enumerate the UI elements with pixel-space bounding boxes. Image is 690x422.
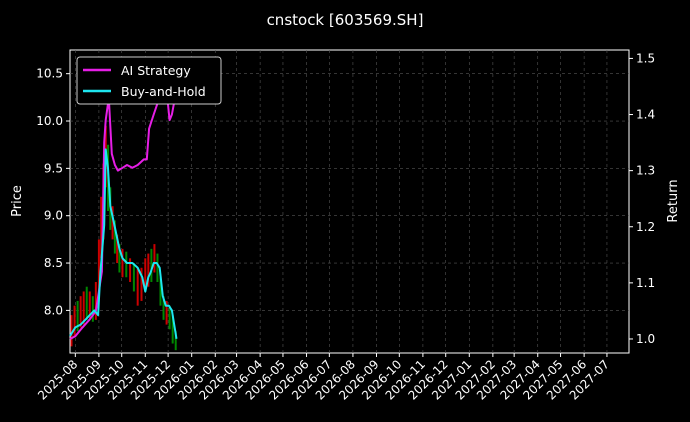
y-left-tick-label: 9.0 [44, 209, 63, 223]
left-y-axis: 8.0 8.5 9.0 9.5 10.0 10.5 [36, 67, 70, 317]
legend-label-ai-strategy: AI Strategy [121, 63, 191, 78]
chart-title: cnstock [603569.SH] [267, 11, 424, 29]
legend-box [76, 56, 222, 105]
y-right-tick-label: 1.1 [636, 276, 655, 290]
y-axis-label-right: Return [666, 179, 681, 222]
y-left-tick-label: 8.0 [44, 303, 63, 317]
y-left-tick-label: 9.5 [44, 161, 63, 175]
y-right-tick-label: 1.2 [636, 220, 655, 234]
y-right-tick-label: 1.3 [636, 164, 655, 178]
y-right-tick-label: 1.0 [636, 332, 655, 346]
y-left-tick-label: 10.0 [36, 114, 63, 128]
legend-label-buy-hold: Buy-and-Hold [121, 84, 206, 99]
y-axis-label-left: Price [10, 185, 25, 217]
y-right-tick-label: 1.5 [636, 51, 655, 65]
y-left-tick-label: 10.5 [36, 67, 63, 81]
legend: AI Strategy Buy-and-Hold [76, 56, 222, 105]
series-line-buy-and-hold [69, 148, 178, 339]
right-y-axis: 1.0 1.1 1.2 1.3 1.4 1.5 [629, 51, 655, 346]
y-right-tick-label: 1.4 [636, 108, 655, 122]
y-left-tick-label: 8.5 [44, 256, 63, 270]
